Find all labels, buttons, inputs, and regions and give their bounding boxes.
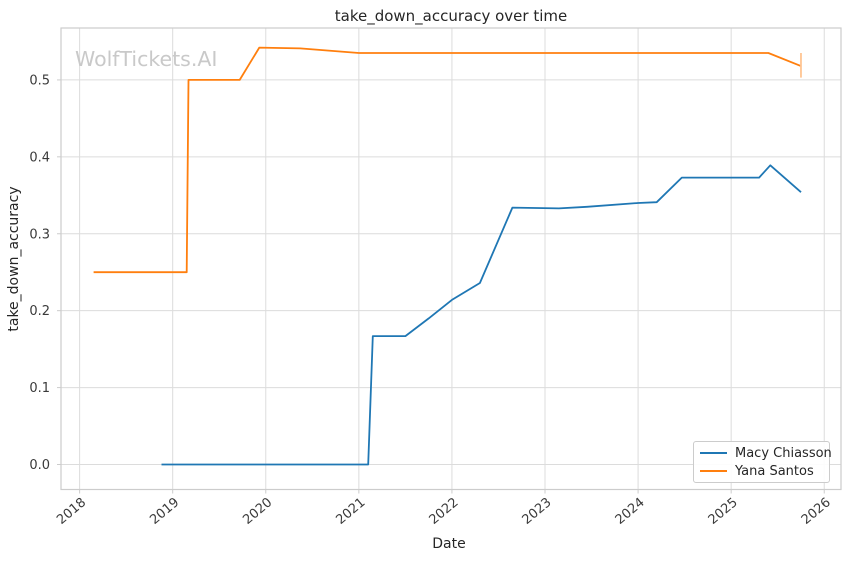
chart-title: take_down_accuracy over time	[334, 7, 568, 25]
y-tick-label: 0.5	[29, 73, 50, 88]
x-tick-label: 2020	[240, 495, 275, 528]
x-tick-label: 2024	[613, 495, 648, 528]
y-tick-label: 0.2	[29, 304, 50, 319]
plot-border	[60, 27, 842, 491]
y-tick-label: 0.4	[29, 150, 50, 165]
y-tick-label: 0.0	[29, 458, 50, 473]
x-tick-label: 2019	[147, 495, 182, 528]
y-tick-label: 0.3	[29, 227, 50, 242]
series-line-macy-chiasson	[161, 164, 802, 466]
legend-line-sample-icon	[700, 470, 727, 472]
watermark-text: WolfTickets.AI	[75, 47, 218, 71]
x-tick-label: 2026	[799, 495, 834, 528]
legend-item: Yana Santos	[700, 462, 829, 480]
x-tick-label: 2023	[520, 495, 555, 528]
x-axis-label: Date	[432, 536, 466, 552]
legend-item: Macy Chiasson	[700, 444, 832, 462]
x-tick-label: 2021	[333, 495, 368, 528]
x-tick-label: 2018	[54, 495, 89, 528]
legend-label: Macy Chiasson	[735, 445, 832, 461]
legend-label: Yana Santos	[735, 463, 814, 479]
legend-box: Macy Chiasson Yana Santos	[693, 441, 832, 483]
y-tick-label: 0.1	[29, 381, 50, 396]
x-tick-label: 2022	[427, 495, 462, 528]
x-tick-label: 2025	[706, 495, 741, 528]
y-axis-label: take_down_accuracy	[6, 186, 22, 332]
series-line-yana-santos	[93, 46, 802, 274]
legend-line-sample-icon	[700, 452, 727, 454]
